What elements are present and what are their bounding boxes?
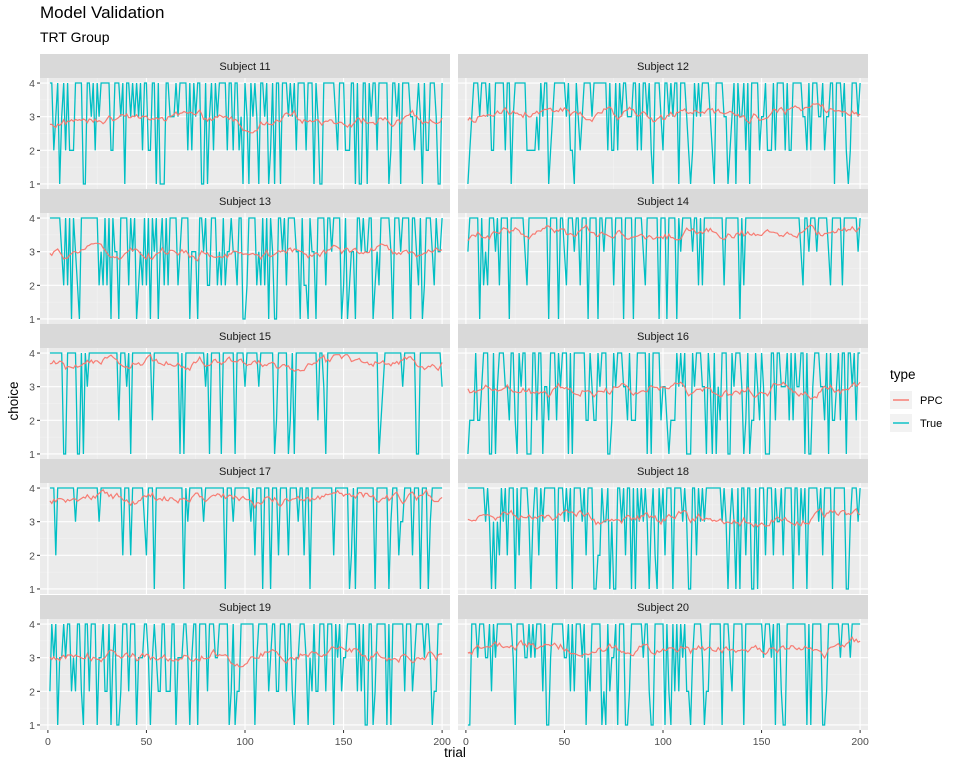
y-tick-label: 2 — [29, 415, 35, 427]
x-tick-label: 50 — [141, 736, 153, 748]
y-tick-label: 4 — [29, 213, 35, 225]
facet-panel: Subject 13 1 2 3 4 — [29, 189, 450, 326]
facet-panel: Subject 14 — [458, 189, 868, 324]
legend-entries: PPC True — [890, 391, 943, 432]
facet-panel: Subject 11 1 2 3 4 — [29, 54, 450, 191]
y-tick-label: 2 — [29, 686, 35, 698]
facet-strip — [458, 324, 868, 348]
x-tick-label: 0 — [45, 736, 51, 748]
facet-strip-label: Subject 13 — [219, 196, 271, 208]
series-line-true — [467, 217, 861, 320]
legend-label: PPC — [920, 395, 943, 407]
facet-panel: Subject 15 1 2 3 4 — [29, 324, 450, 461]
series-line-true — [467, 623, 861, 726]
y-tick-label: 1 — [29, 179, 35, 191]
y-tick-label: 2 — [29, 280, 35, 292]
series-line-ppc — [467, 636, 861, 660]
facet-panel: Subject 20 0 50 100 150 200 — [458, 595, 869, 748]
series-line-ppc — [467, 381, 861, 400]
facet-strip — [40, 595, 450, 619]
facet-strip-label: Subject 11 — [219, 61, 270, 73]
facet-strip-label: Subject 15 — [219, 331, 271, 343]
x-tick-label: 150 — [753, 736, 771, 748]
series-line-ppc — [467, 507, 861, 528]
series-line-ppc — [49, 353, 443, 372]
y-tick-label: 3 — [29, 517, 35, 529]
x-axis-title: trial — [444, 745, 466, 760]
y-axis-title: choice — [6, 381, 21, 420]
facet-strip — [458, 189, 868, 213]
facet-panel: Subject 12 — [458, 54, 868, 189]
y-tick-label: 3 — [29, 247, 35, 259]
y-tick-label: 4 — [29, 348, 35, 360]
x-tick-label: 100 — [654, 736, 672, 748]
y-tick-label: 4 — [29, 483, 35, 495]
x-tick-label: 0 — [463, 736, 469, 748]
legend-title: type — [890, 367, 916, 382]
x-tick-label: 200 — [433, 736, 451, 748]
series-line-true — [467, 487, 861, 590]
series-line-true — [49, 217, 443, 320]
series-line-ppc — [49, 488, 443, 510]
y-tick-label: 4 — [29, 619, 35, 631]
y-tick-label: 3 — [29, 382, 35, 394]
series-line-true — [467, 352, 861, 455]
facet-strip — [458, 459, 868, 483]
facet-strip-label: Subject 18 — [637, 466, 689, 478]
facet-strip — [40, 459, 450, 483]
facet-strip-label: Subject 19 — [219, 602, 271, 614]
facet-strip-label: Subject 16 — [637, 331, 689, 343]
chart-subtitle: TRT Group — [40, 29, 110, 45]
facet-panel: Subject 16 — [458, 324, 868, 459]
series-line-true — [49, 623, 443, 726]
y-tick-label: 3 — [29, 653, 35, 665]
series-line-ppc — [467, 103, 861, 125]
series-line-ppc — [467, 224, 861, 241]
x-tick-label: 50 — [559, 736, 571, 748]
facet-strip — [458, 54, 868, 78]
legend-label: True — [920, 418, 942, 430]
facet-strip-label: Subject 17 — [219, 466, 271, 478]
y-tick-label: 1 — [29, 314, 35, 326]
facet-strip-label: Subject 20 — [637, 602, 689, 614]
legend: type PPC True — [890, 367, 943, 432]
y-tick-label: 4 — [29, 78, 35, 90]
y-tick-label: 1 — [29, 584, 35, 596]
series-line-true — [49, 487, 443, 590]
facet-strip — [40, 54, 450, 78]
x-tick-label: 150 — [335, 736, 353, 748]
facet-panel: Subject 19 1 2 3 4 0 50 100 150 200 — [29, 595, 451, 748]
series-line-ppc — [49, 242, 443, 262]
y-tick-label: 3 — [29, 112, 35, 124]
series-line-true — [49, 82, 443, 185]
y-tick-label: 2 — [29, 550, 35, 562]
chart-title: Model Validation — [40, 3, 165, 22]
series-line-true — [49, 352, 443, 455]
y-tick-label: 1 — [29, 449, 35, 461]
series-line-ppc — [49, 646, 443, 668]
y-tick-label: 2 — [29, 145, 35, 157]
facet-strip — [40, 324, 450, 348]
x-tick-label: 200 — [851, 736, 869, 748]
facet-panel: Subject 18 — [458, 459, 868, 594]
facet-strip-label: Subject 12 — [637, 61, 689, 73]
x-tick-label: 100 — [236, 736, 254, 748]
facet-panel: Subject 17 1 2 3 4 — [29, 459, 450, 596]
facet-strip — [458, 595, 868, 619]
series-line-ppc — [49, 108, 443, 134]
y-tick-label: 1 — [29, 720, 35, 732]
facet-strip — [40, 189, 450, 213]
series-line-true — [467, 82, 861, 185]
facet-strip-label: Subject 14 — [637, 196, 689, 208]
